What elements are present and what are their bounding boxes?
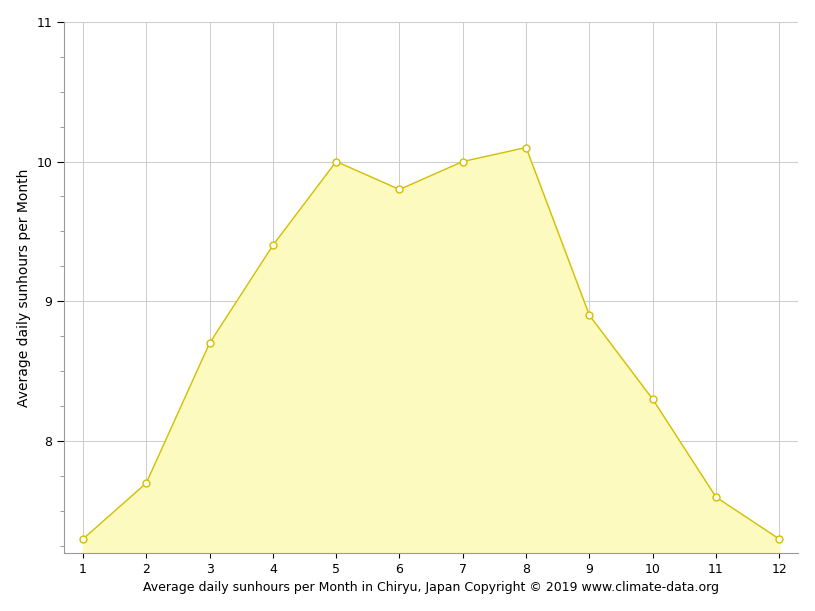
Y-axis label: Average daily sunhours per Month: Average daily sunhours per Month: [16, 168, 31, 406]
X-axis label: Average daily sunhours per Month in Chiryu, Japan Copyright © 2019 www.climate-d: Average daily sunhours per Month in Chir…: [143, 581, 719, 595]
